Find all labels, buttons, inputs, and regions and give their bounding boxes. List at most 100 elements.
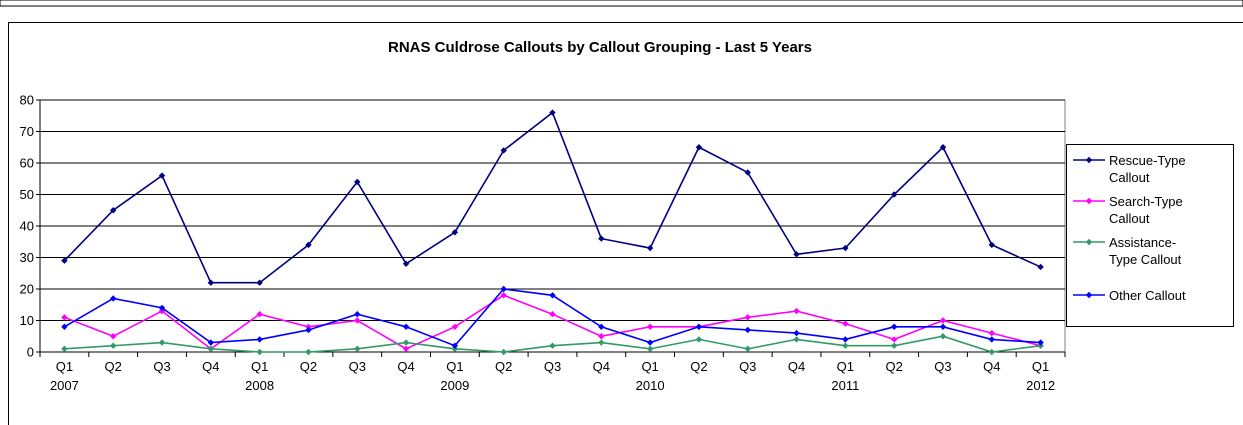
data-point xyxy=(61,345,68,353)
data-point xyxy=(890,336,898,343)
data-point xyxy=(598,333,605,340)
data-point xyxy=(939,333,947,340)
data-point xyxy=(890,191,898,198)
data-point xyxy=(256,348,263,356)
series-layer xyxy=(61,109,1044,356)
data-point xyxy=(256,279,263,286)
y-tick-label: 10 xyxy=(20,313,34,328)
data-point xyxy=(110,342,117,349)
legend: Rescue-Type Callout Search-Type Callout Assi… xyxy=(1073,153,1186,303)
legend-label: Rescue-Type xyxy=(1109,153,1186,168)
y-tick-label: 80 xyxy=(20,93,34,108)
data-point xyxy=(695,323,703,330)
x-tick-label: Q2 xyxy=(885,359,902,374)
data-point xyxy=(402,260,410,267)
data-point xyxy=(1037,339,1044,346)
data-point xyxy=(646,345,654,353)
data-point xyxy=(939,323,947,330)
x-tick-label: Q4 xyxy=(983,359,1000,374)
x-tick-label: Q1 xyxy=(446,359,463,374)
data-point xyxy=(646,244,654,252)
data-point xyxy=(207,279,215,286)
y-tick-label: 60 xyxy=(20,156,34,171)
x-tick-label: Q3 xyxy=(349,359,366,374)
legend-label: Callout xyxy=(1109,211,1150,226)
data-point xyxy=(500,292,507,299)
data-point xyxy=(744,345,751,353)
x-tick-label: Q3 xyxy=(544,359,561,374)
data-point xyxy=(110,333,117,340)
data-point xyxy=(158,339,166,346)
x-tick-label: Q2 xyxy=(300,359,317,374)
x-tick-label: Q1 xyxy=(56,359,73,374)
x-tick-label: Q2 xyxy=(690,359,707,374)
data-point xyxy=(354,317,361,324)
data-point xyxy=(256,311,263,318)
data-point xyxy=(549,292,556,299)
y-tick-label: 30 xyxy=(20,250,34,265)
data-point xyxy=(598,235,605,242)
data-point xyxy=(598,323,605,330)
x-tick-label: Q1 xyxy=(251,359,268,374)
data-point xyxy=(256,336,263,343)
data-point xyxy=(744,314,751,321)
data-point xyxy=(793,307,800,315)
data-point xyxy=(61,314,68,321)
legend-label: Other Callout xyxy=(1109,288,1186,303)
y-tick-label: 40 xyxy=(20,219,34,234)
y-axis-ticks: 0 10 20 30 40 50 60 70 80 xyxy=(20,93,40,360)
data-point xyxy=(207,339,215,346)
x-year-label: 2007 xyxy=(50,378,79,393)
data-point xyxy=(207,345,215,353)
data-point xyxy=(402,323,410,330)
x-tick-label: Q4 xyxy=(593,359,610,374)
data-point xyxy=(793,336,800,343)
x-tick-label: Q2 xyxy=(495,359,512,374)
data-point xyxy=(61,323,68,330)
data-point xyxy=(793,251,800,258)
data-point xyxy=(451,342,459,349)
data-point xyxy=(158,172,166,179)
data-point xyxy=(549,109,556,116)
data-point xyxy=(988,241,995,249)
x-tick-label: Q2 xyxy=(105,359,122,374)
data-point xyxy=(598,339,605,346)
data-point xyxy=(988,336,995,343)
data-point xyxy=(842,320,849,327)
data-point xyxy=(305,241,312,249)
x-tick-label: Q1 xyxy=(837,359,854,374)
data-point xyxy=(695,336,703,343)
x-year-label: 2011 xyxy=(831,378,859,393)
x-tick-label: Q1 xyxy=(1032,359,1049,374)
data-point xyxy=(354,178,361,186)
data-point xyxy=(549,311,556,318)
data-point xyxy=(695,144,703,151)
data-point xyxy=(842,342,849,349)
data-point xyxy=(793,329,800,337)
legend-label: Callout xyxy=(1109,170,1150,185)
chart-title: RNAS Culdrose Callouts by Callout Groupi… xyxy=(388,39,812,56)
data-point xyxy=(402,345,410,353)
legend-swatch-marker xyxy=(1085,291,1093,299)
legend-label: Search-Type xyxy=(1109,194,1183,209)
x-year-label: 2009 xyxy=(440,378,469,393)
legend-label: Assistance- xyxy=(1109,235,1176,250)
y-tick-label: 50 xyxy=(20,187,34,202)
data-point xyxy=(842,336,849,343)
legend-swatch-marker xyxy=(1085,197,1093,205)
x-tick-label: Q4 xyxy=(397,359,414,374)
x-tick-label: Q4 xyxy=(202,359,219,374)
data-point xyxy=(500,285,507,293)
data-point xyxy=(305,348,312,356)
x-tick-label: Q4 xyxy=(788,359,805,374)
data-point xyxy=(451,229,459,236)
x-year-label: 2008 xyxy=(245,378,274,393)
y-tick-label: 70 xyxy=(20,124,34,139)
data-point xyxy=(939,144,947,151)
data-point xyxy=(1037,263,1044,271)
data-point xyxy=(939,317,947,324)
legend-label: Type Callout xyxy=(1109,252,1182,267)
x-tick-label: Q1 xyxy=(641,359,658,374)
data-point xyxy=(110,295,117,302)
